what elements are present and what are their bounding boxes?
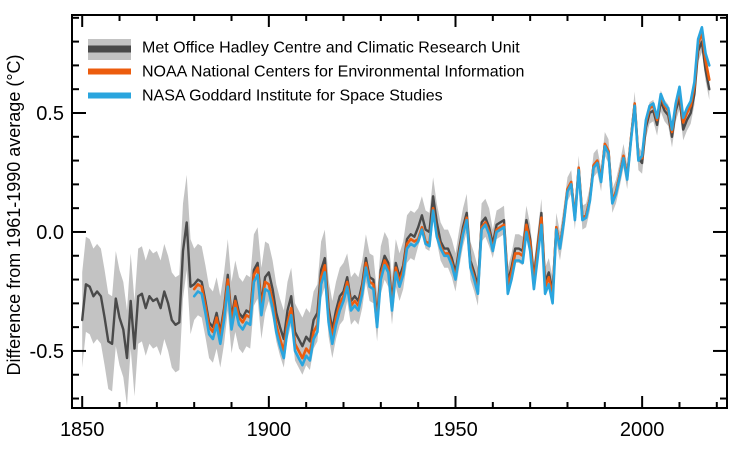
noaa-line-swatch <box>88 68 131 75</box>
legend-label-hadcrut: Met Office Hadley Centre and Climatic Re… <box>142 40 520 57</box>
x-tick-label: 2000 <box>620 419 665 441</box>
y-axis-title: Difference from 1961-1990 average (°C) <box>4 54 24 375</box>
legend-label-nasa: NASA Goddard Institute for Space Studies <box>142 88 443 105</box>
y-tick-label: 0.0 <box>36 222 64 244</box>
legend-item-nasa: NASA Goddard Institute for Space Studies <box>88 88 443 105</box>
legend-item-noaa: NOAA National Centers for Environmental … <box>88 64 524 81</box>
x-tick-label: 1900 <box>247 419 292 441</box>
hadcrut-line-swatch <box>88 45 131 53</box>
legend-label-noaa: NOAA National Centers for Environmental … <box>142 64 524 81</box>
x-tick-label: 1950 <box>433 419 478 441</box>
plot-area <box>80 25 711 406</box>
legend: Met Office Hadley Centre and Climatic Re… <box>88 39 524 105</box>
x-tick-label: 1850 <box>60 419 105 441</box>
nasa-line <box>192 25 711 367</box>
axes: 1850 1900 1950 2000 -0.5 0.0 0.5 <box>30 14 728 441</box>
y-tick-label: 0.5 <box>36 103 64 125</box>
nasa-line-swatch <box>88 92 131 99</box>
legend-item-hadcrut: Met Office Hadley Centre and Climatic Re… <box>88 39 520 60</box>
y-tick-label: -0.5 <box>30 341 64 363</box>
axis-frame <box>71 14 728 409</box>
